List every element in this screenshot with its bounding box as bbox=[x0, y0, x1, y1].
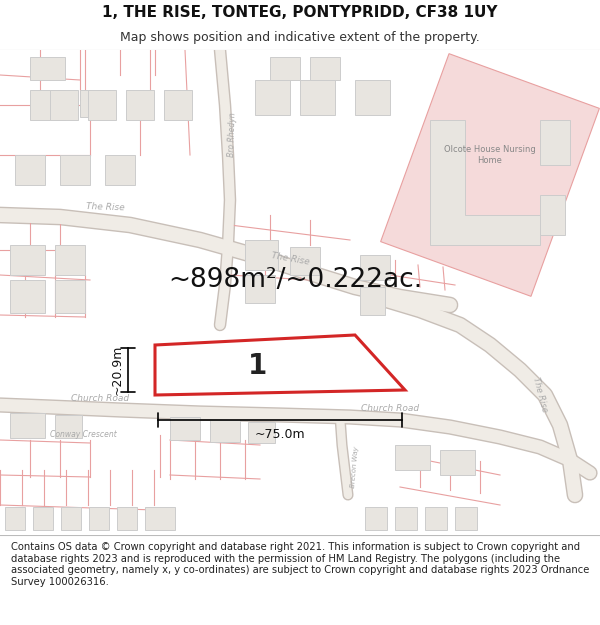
Text: 1: 1 bbox=[248, 352, 267, 380]
Text: Church Road: Church Road bbox=[361, 404, 419, 413]
Polygon shape bbox=[380, 54, 599, 296]
Polygon shape bbox=[310, 57, 340, 80]
Polygon shape bbox=[61, 507, 81, 530]
Polygon shape bbox=[540, 120, 570, 165]
Text: Church Road: Church Road bbox=[71, 394, 129, 403]
Text: The Rise: The Rise bbox=[270, 251, 310, 267]
Text: 1, THE RISE, TONTEG, PONTYPRIDD, CF38 1UY: 1, THE RISE, TONTEG, PONTYPRIDD, CF38 1U… bbox=[102, 5, 498, 20]
Polygon shape bbox=[300, 80, 335, 115]
Text: Map shows position and indicative extent of the property.: Map shows position and indicative extent… bbox=[120, 31, 480, 44]
Polygon shape bbox=[55, 280, 85, 313]
Text: Bro Rhedyn: Bro Rhedyn bbox=[227, 112, 238, 158]
Text: ~20.9m: ~20.9m bbox=[111, 345, 124, 395]
Polygon shape bbox=[425, 507, 447, 530]
Text: The Rise: The Rise bbox=[86, 202, 124, 212]
Text: ~75.0m: ~75.0m bbox=[254, 428, 305, 441]
Polygon shape bbox=[245, 275, 275, 303]
Text: ~898m²/~0.222ac.: ~898m²/~0.222ac. bbox=[168, 267, 422, 293]
Polygon shape bbox=[155, 335, 405, 395]
Polygon shape bbox=[164, 90, 192, 120]
Polygon shape bbox=[430, 120, 540, 245]
Polygon shape bbox=[30, 57, 65, 80]
Polygon shape bbox=[30, 90, 65, 120]
Polygon shape bbox=[105, 155, 135, 185]
Polygon shape bbox=[365, 507, 387, 530]
Polygon shape bbox=[210, 420, 240, 442]
Polygon shape bbox=[360, 287, 385, 315]
Polygon shape bbox=[455, 507, 477, 530]
Polygon shape bbox=[10, 413, 45, 438]
Text: The Rise: The Rise bbox=[531, 376, 549, 414]
Polygon shape bbox=[15, 155, 45, 185]
Polygon shape bbox=[440, 450, 475, 475]
Polygon shape bbox=[290, 247, 320, 275]
Polygon shape bbox=[248, 422, 275, 443]
Polygon shape bbox=[255, 80, 290, 115]
Polygon shape bbox=[395, 507, 417, 530]
Polygon shape bbox=[360, 255, 390, 280]
Polygon shape bbox=[80, 90, 110, 117]
Text: Brecon Way: Brecon Way bbox=[350, 446, 359, 488]
Polygon shape bbox=[50, 90, 78, 120]
Polygon shape bbox=[270, 57, 300, 80]
Polygon shape bbox=[117, 507, 137, 530]
Polygon shape bbox=[89, 507, 109, 530]
Polygon shape bbox=[10, 245, 45, 275]
Polygon shape bbox=[10, 280, 45, 313]
Polygon shape bbox=[60, 155, 90, 185]
Polygon shape bbox=[88, 90, 116, 120]
Polygon shape bbox=[145, 507, 175, 530]
Text: Contains OS data © Crown copyright and database right 2021. This information is : Contains OS data © Crown copyright and d… bbox=[11, 542, 589, 587]
Text: Olcote House Nursing
Home: Olcote House Nursing Home bbox=[444, 145, 536, 165]
Polygon shape bbox=[540, 195, 565, 235]
Polygon shape bbox=[126, 90, 154, 120]
Polygon shape bbox=[395, 445, 430, 470]
Polygon shape bbox=[170, 417, 200, 440]
Polygon shape bbox=[5, 507, 25, 530]
Text: Conway Crescent: Conway Crescent bbox=[50, 430, 117, 439]
Polygon shape bbox=[55, 245, 85, 275]
Polygon shape bbox=[33, 507, 53, 530]
Polygon shape bbox=[55, 415, 82, 438]
Polygon shape bbox=[245, 240, 278, 270]
Polygon shape bbox=[355, 80, 390, 115]
